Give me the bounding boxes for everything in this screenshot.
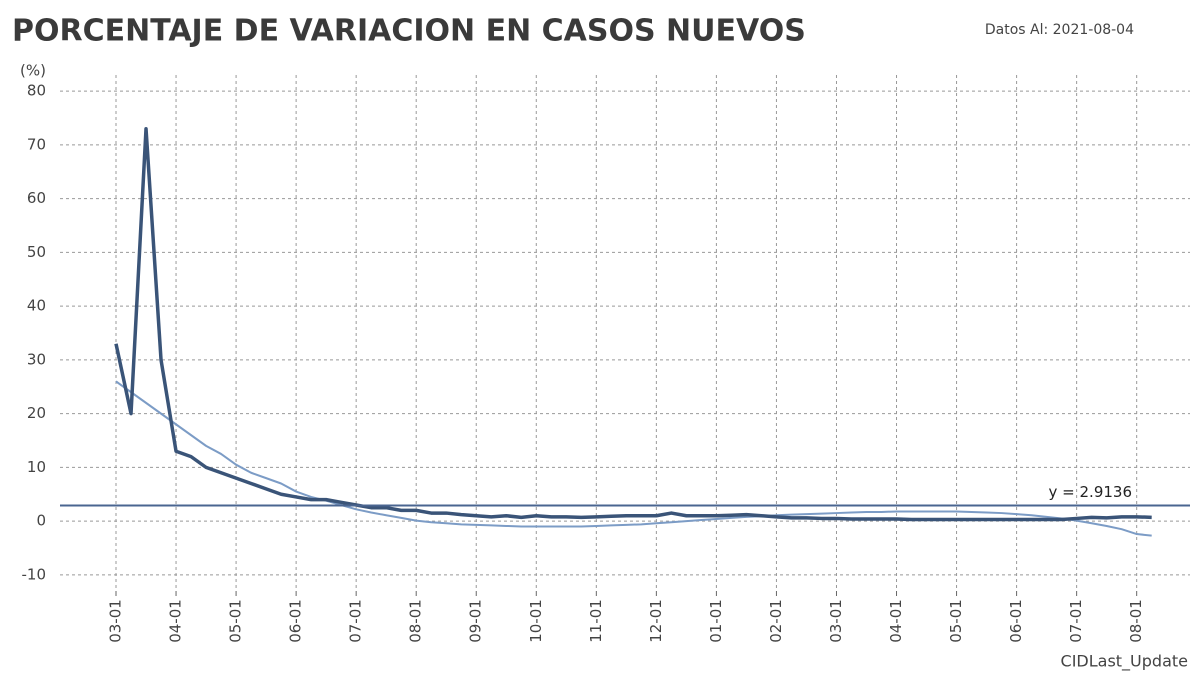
chart-title: PORCENTAJE DE VARIACION EN CASOS NUEVOS — [12, 14, 806, 49]
x-tick-label: 03-01 — [827, 599, 845, 643]
series-line — [114, 127, 1152, 522]
x-tick-label: 04-01 — [167, 599, 185, 643]
x-axis-label: CIDLast_Update — [1061, 652, 1188, 672]
x-tick-label: 05-01 — [947, 599, 965, 643]
y-tick-label: 40 — [27, 297, 46, 315]
series-line — [115, 380, 1152, 537]
y-tick-label: 20 — [27, 404, 46, 422]
x-tick-label: 06-01 — [287, 599, 305, 643]
x-tick-label: 09-01 — [467, 599, 485, 643]
x-tick-label: 11-01 — [587, 599, 605, 643]
y-tick-label: 30 — [27, 350, 46, 368]
y-tick-label: 0 — [36, 512, 46, 530]
x-tick-label: 02-01 — [767, 599, 785, 643]
y-tick-label: 60 — [27, 189, 46, 207]
x-tick-label: 04-01 — [887, 599, 905, 643]
y-tick-label: 80 — [27, 82, 46, 100]
date-note: Datos Al: 2021-08-04 — [985, 22, 1134, 38]
x-tick-label: 03-01 — [107, 599, 125, 643]
x-tick-label: 08-01 — [1127, 599, 1145, 643]
x-tick-label: 10-01 — [527, 599, 545, 643]
y-axis-label: (%) — [20, 62, 46, 80]
x-tick-label: 05-01 — [227, 599, 245, 643]
y-tick-label: 50 — [27, 243, 46, 261]
x-tick-label: 07-01 — [347, 599, 365, 643]
y-tick-label: 10 — [27, 458, 46, 476]
y-tick-label: -10 — [22, 565, 47, 583]
x-tick-label: 01-01 — [707, 599, 725, 643]
x-tick-label: 12-01 — [647, 599, 665, 643]
x-tick-label: 07-01 — [1067, 599, 1085, 643]
x-tick-label: 06-01 — [1007, 599, 1025, 643]
reference-label: y = 2.9136 — [1049, 483, 1132, 501]
x-tick-label: 08-01 — [407, 599, 425, 643]
y-tick-label: 70 — [27, 135, 46, 153]
